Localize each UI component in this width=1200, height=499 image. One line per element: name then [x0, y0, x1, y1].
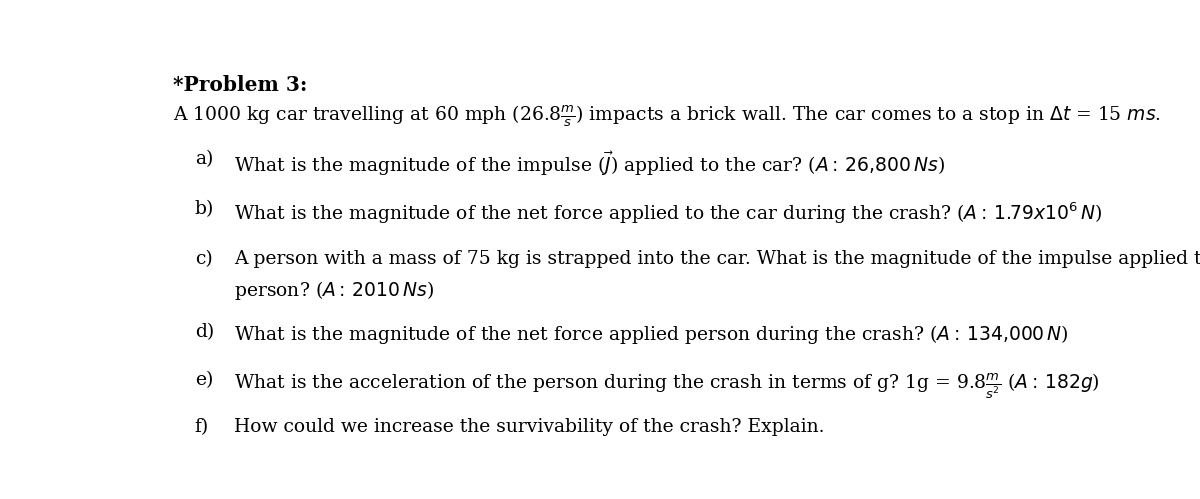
Text: d): d)	[194, 323, 214, 341]
Text: a): a)	[194, 150, 214, 168]
Text: What is the magnitude of the impulse ($\vec{J}$) applied to the car? ($\mathit{A: What is the magnitude of the impulse ($\…	[234, 150, 944, 178]
Text: f): f)	[194, 418, 209, 436]
Text: b): b)	[194, 200, 214, 218]
Text: How could we increase the survivability of the crash? Explain.: How could we increase the survivability …	[234, 418, 824, 436]
Text: A 1000 kg car travelling at 60 mph (26.8$\frac{m}{s}$) impacts a brick wall. The: A 1000 kg car travelling at 60 mph (26.8…	[173, 104, 1162, 129]
Text: A person with a mass of 75 kg is strapped into the car. What is the magnitude of: A person with a mass of 75 kg is strappe…	[234, 250, 1200, 268]
Text: person? ($\mathit{A:\,2010\,Ns}$): person? ($\mathit{A:\,2010\,Ns}$)	[234, 279, 434, 302]
Text: What is the magnitude of the net force applied person during the crash? ($\mathi: What is the magnitude of the net force a…	[234, 323, 1068, 346]
Text: What is the magnitude of the net force applied to the car during the crash? ($\m: What is the magnitude of the net force a…	[234, 200, 1103, 226]
Text: e): e)	[194, 371, 214, 389]
Text: *Problem 3:: *Problem 3:	[173, 75, 307, 95]
Text: c): c)	[194, 250, 212, 268]
Text: What is the acceleration of the person during the crash in terms of g? 1g = 9.8$: What is the acceleration of the person d…	[234, 371, 1099, 401]
